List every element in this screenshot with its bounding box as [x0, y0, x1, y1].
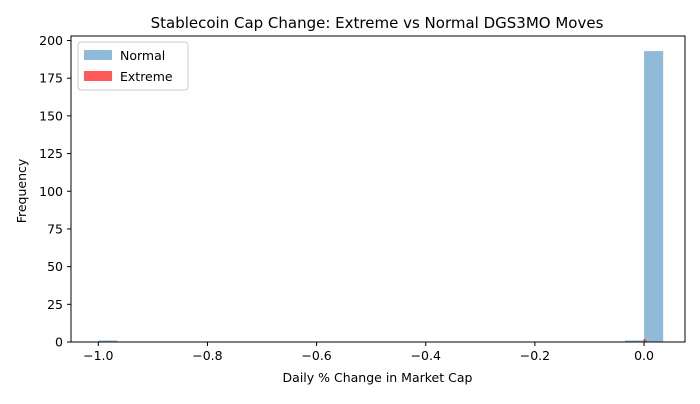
- legend-swatch-extreme: [84, 71, 112, 81]
- y-tick-label: 150: [39, 108, 63, 123]
- histogram-bar-extreme-1: [644, 338, 646, 342]
- y-tick-label: 175: [39, 71, 63, 86]
- y-tick-label: 75: [47, 221, 63, 236]
- y-tick-label: 200: [39, 33, 63, 48]
- x-tick-label: −0.6: [301, 348, 331, 363]
- axes-layer: [70, 35, 686, 343]
- histogram-bar-normal-1: [624, 340, 645, 342]
- histogram-bar-extreme-2: [645, 340, 647, 342]
- plot-frame: [70, 35, 686, 343]
- bars-layer: [98, 51, 664, 342]
- histogram-bar-extreme-0: [643, 338, 645, 342]
- x-tick-label: −1.0: [83, 348, 113, 363]
- y-tick-label: 125: [39, 146, 63, 161]
- histogram-bar-normal-0: [98, 340, 118, 342]
- x-axis-label: Daily % Change in Market Cap: [283, 370, 473, 385]
- x-tick-label: −0.8: [192, 348, 222, 363]
- x-tick-label: −0.2: [520, 348, 550, 363]
- legend: Normal Extreme: [77, 41, 189, 91]
- histogram-bar-normal-2: [644, 51, 664, 342]
- y-axis-label: Frequency: [14, 158, 29, 223]
- x-tick-label: −0.4: [411, 348, 441, 363]
- legend-swatch-normal: [84, 50, 112, 60]
- legend-label-extreme: Extreme: [120, 69, 173, 84]
- ticks-layer: −1.0 −0.8 −0.6 −0.4 −0.2 0.0 0 25 50 75 100 125 150 1…: [39, 33, 654, 363]
- y-tick-label: 25: [47, 297, 63, 312]
- y-tick-label: 50: [47, 259, 63, 274]
- x-tick-label: 0.0: [634, 348, 654, 363]
- y-tick-label: 100: [39, 184, 63, 199]
- y-tick-label: 0: [55, 335, 63, 350]
- legend-label-normal: Normal: [120, 48, 165, 63]
- chart-title: Stablecoin Cap Change: Extreme vs Normal…: [151, 14, 604, 32]
